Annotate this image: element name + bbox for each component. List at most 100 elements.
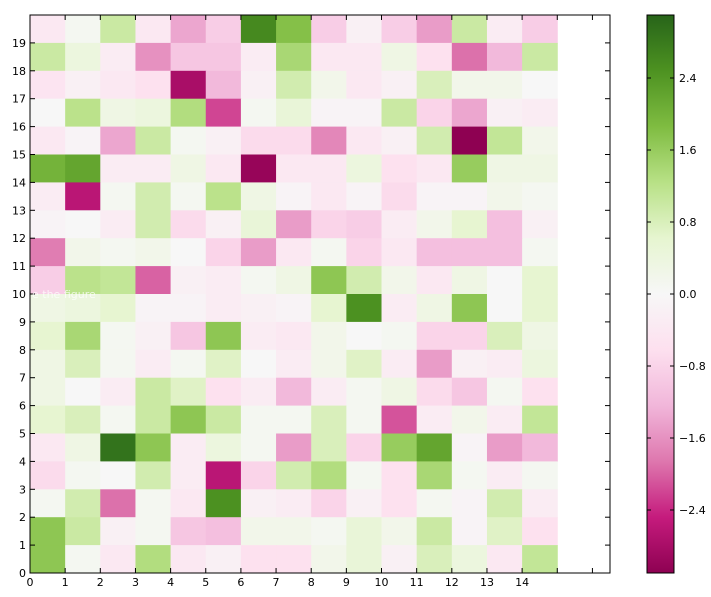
heatmap-cell [30,489,66,518]
heatmap-cell [205,210,242,239]
y-tick-label: 17 [12,93,26,106]
heatmap-cell [65,461,101,490]
heatmap-cells [30,15,558,574]
colorbar-tick-label: 2.4 [679,72,697,85]
heatmap-cell [276,517,312,546]
heatmap-cell [416,433,453,462]
heatmap-cell [381,42,418,72]
heatmap-cell [522,266,558,295]
heatmap-cell [240,182,277,211]
heatmap-cell [65,42,101,72]
heatmap-cell [311,545,347,574]
heatmap-cell [170,266,207,295]
heatmap-cell [65,182,101,211]
heatmap-cell [311,266,347,295]
heatmap-cell [240,15,277,44]
heatmap-cell [65,489,101,518]
heatmap-cell [135,489,172,518]
heatmap-cell [416,126,453,155]
x-tick-label: 12 [445,576,459,589]
heatmap-cell [276,377,312,407]
heatmap-cell [135,377,172,407]
heatmap-cell [30,42,66,72]
heatmap-cell [170,42,207,72]
heatmap-cell [381,182,418,211]
heatmap-cell [416,42,453,72]
heatmap-cell [346,126,383,155]
heatmap-cell [311,126,347,155]
heatmap-cell [205,433,242,462]
heatmap-cell [486,210,523,239]
heatmap-cell [100,377,136,407]
heatmap-cell [346,154,383,183]
heatmap-cell [381,321,418,351]
heatmap-cell [311,321,347,351]
y-tick-label: 2 [19,511,26,524]
heatmap-cell [522,321,558,351]
heatmap-cell [522,238,558,267]
heatmap-cell [135,154,172,183]
heatmap-cell [311,377,347,407]
heatmap-cell [346,42,383,72]
heatmap-cell [30,349,66,379]
heatmap-cell [346,98,383,128]
heatmap-cell [135,517,172,546]
heatmap-cell [486,154,523,183]
heatmap-cell [135,461,172,490]
x-tick-label: 4 [167,576,174,589]
heatmap-cell [30,238,66,267]
heatmap-cell [240,70,277,100]
heatmap-cell [522,98,558,128]
heatmap-cell [522,433,558,462]
heatmap-cell [170,294,207,323]
heatmap-cell [311,182,347,211]
heatmap-cell [65,238,101,267]
heatmap-cell [170,15,207,44]
axis-tick-labels: 0 1 2 3 4 5 6 7 8 9 10 11 12 13 1401234567891011121314… [12,37,529,589]
x-tick-label: 1 [62,576,69,589]
heatmap-cell [30,266,66,295]
heatmap-cell [205,517,242,546]
heatmap-cell [205,98,242,128]
y-tick-label: 11 [12,260,26,273]
x-tick-label: 2 [97,576,104,589]
heatmap-cell [170,210,207,239]
heatmap-cell [30,433,66,462]
heatmap-cell [381,266,418,295]
heatmap-cell [346,294,383,323]
heatmap-cell [65,154,101,183]
heatmap-cell [522,15,558,44]
heatmap-cell [65,15,101,44]
heatmap-cell [276,182,312,211]
heatmap-cell [451,182,488,211]
heatmap-cell [65,266,101,295]
heatmap-cell [100,294,136,323]
y-tick-label: 8 [19,344,26,357]
heatmap-cell [135,70,172,100]
colorbar-tick-label: −1.6 [679,432,706,445]
heatmap-cell [276,154,312,183]
heatmap-cell [205,238,242,267]
heatmap-cell [486,294,523,323]
heatmap-cell [170,545,207,574]
heatmap-cell [346,545,383,574]
heatmap-cell [451,377,488,407]
heatmap-cell [522,545,558,574]
y-tick-label: 3 [19,483,26,496]
heatmap-cell [65,405,101,434]
heatmap-cell [276,266,312,295]
heatmap-cell [311,433,347,462]
y-tick-label: 13 [12,204,26,217]
heatmap-cell [240,126,277,155]
heatmap-cell [416,98,453,128]
heatmap-cell [170,433,207,462]
heatmap-cell [522,517,558,546]
axis-ticks [29,15,610,574]
heatmap-cell [30,321,66,351]
heatmap-cell [381,545,418,574]
heatmap-cell [416,154,453,183]
heatmap-cell [381,377,418,407]
heatmap-cell [416,321,453,351]
heatmap-cell [65,70,101,100]
heatmap-cell [311,349,347,379]
